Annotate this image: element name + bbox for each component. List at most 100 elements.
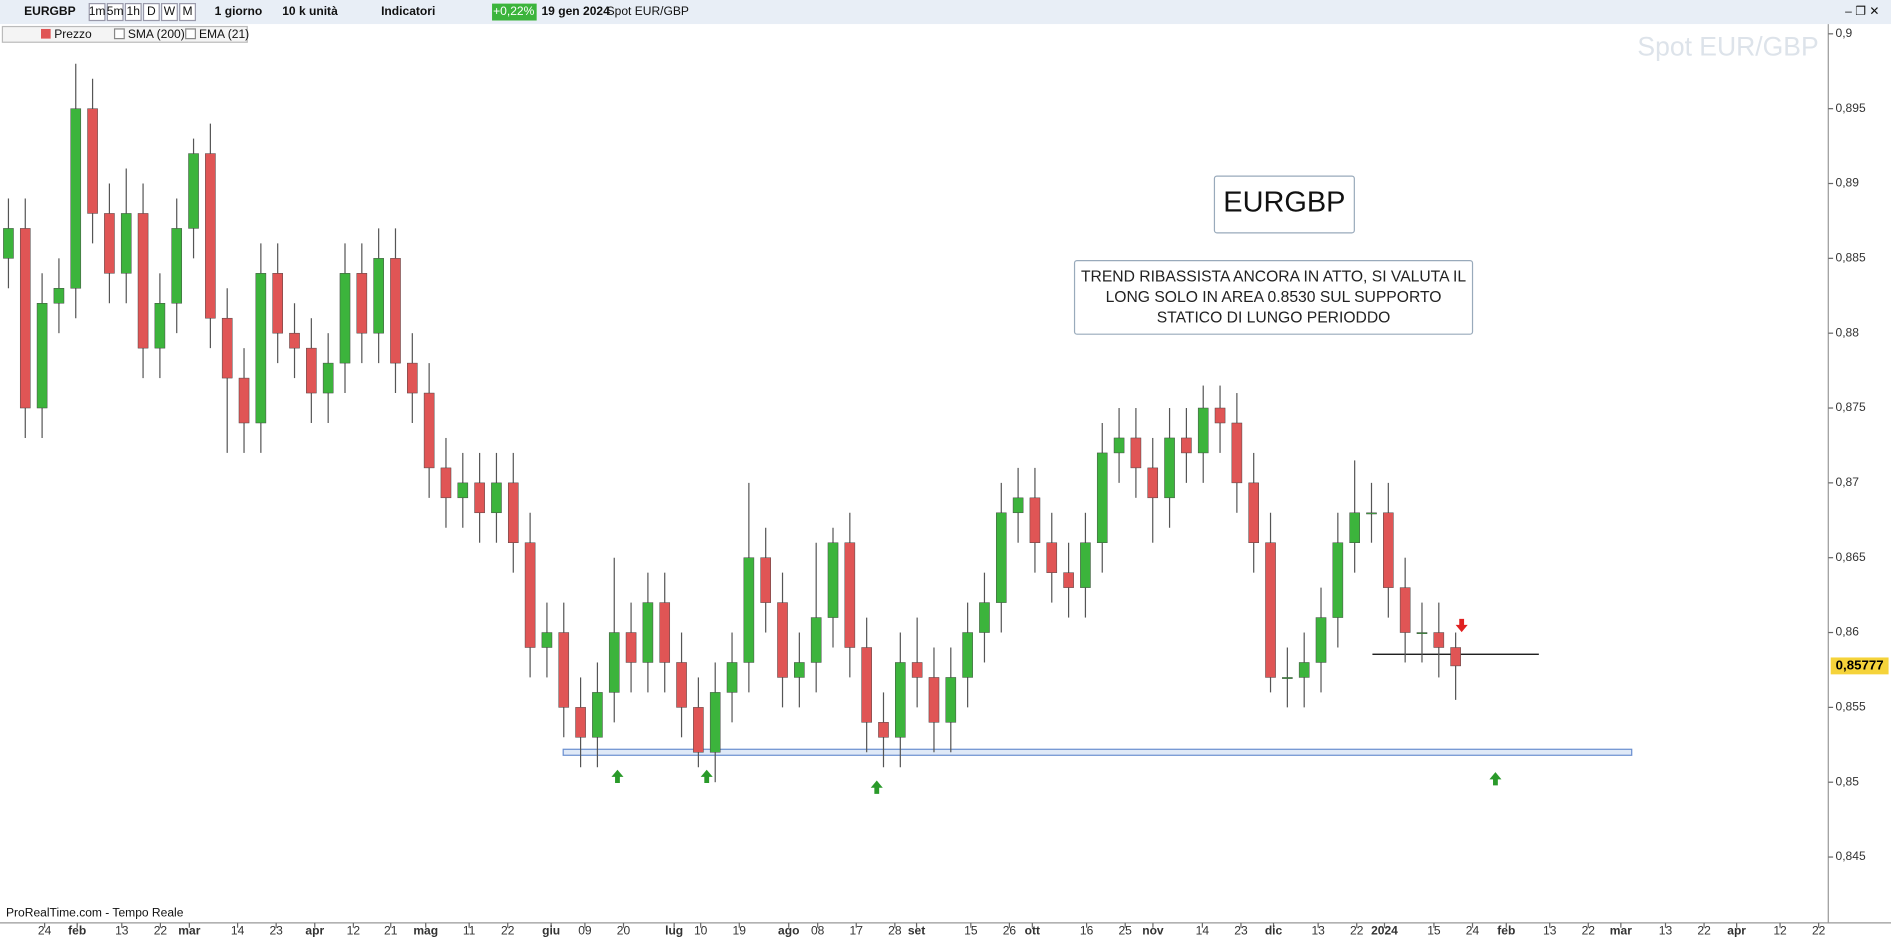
legend-sma[interactable]: SMA (200) [128,27,185,41]
x-tick-label: 22 [1812,924,1826,938]
candle-body [272,273,283,334]
chart-bg [0,24,1891,941]
checkbox[interactable] [185,28,196,40]
x-tick-label: dic [1265,924,1283,938]
candle-body [760,557,771,603]
candle-body [188,153,199,229]
x-tick-label: 12 [347,924,361,938]
period-label: 1h [127,4,140,18]
x-tick-label: 11 [463,924,476,938]
y-tick-label: 0,855 [1836,700,1866,714]
candle-body [608,632,620,693]
candle-body [794,662,805,678]
y-tick-label: 0,89 [1836,176,1860,190]
legend-price[interactable]: Prezzo [54,27,92,41]
x-tick-label: 13 [1543,924,1557,938]
candle-body [53,288,65,304]
checkbox[interactable] [113,28,125,40]
period-button [142,3,160,22]
candle-body [962,632,973,678]
y-tick-label: 0,885 [1836,251,1866,265]
candle-body [979,602,990,633]
candle-body [373,258,384,334]
timeframe[interactable]: 1 giorno [215,4,263,18]
candle-body [306,347,317,394]
candle-body [827,542,839,618]
x-tick-label: 23 [269,924,283,938]
candle-body [1130,437,1142,469]
y-tick-label: 0,895 [1836,101,1866,115]
candle-body [171,228,183,304]
x-tick-label: 28 [888,924,902,938]
candle-body [575,707,586,738]
candle-body [1113,437,1125,454]
candle-body [659,602,671,663]
candle-body [1399,587,1411,633]
candle-body [120,213,132,274]
x-tick-label: 22 [501,924,515,938]
candle-body [524,542,536,648]
candle-body [1298,662,1310,678]
indicators[interactable]: Indicatori [381,4,435,18]
candle-body [1197,407,1209,454]
candle-body [507,482,519,543]
candle-body [693,707,704,753]
candle-body [137,213,149,349]
candle-body [87,108,98,214]
candle-body [709,692,721,753]
candle-body [70,108,82,289]
x-tick-label: 15 [1427,924,1441,938]
period-label: D [147,4,156,18]
x-tick-label: 23 [1234,924,1248,938]
candle-body [1282,677,1293,679]
candle-body [440,467,452,499]
last-price-label: 0,85777 [1836,657,1884,672]
candle-body [474,482,485,514]
candle-body [1366,512,1377,515]
y-tick-label: 0,845 [1836,849,1866,863]
candle-body [1332,542,1344,618]
y-tick-label: 0,9 [1836,26,1853,40]
last-price-badge [1830,657,1889,675]
x-tick-label: 24 [38,924,52,938]
x-tick-label: 22 [1350,924,1364,938]
candle-body [625,632,637,663]
date: 19 gen 2024 [541,4,610,18]
up-arrow [611,769,624,783]
up-arrow [1489,772,1502,786]
change-badge [492,3,537,21]
candle-body [1433,632,1445,648]
candle-body [1214,407,1226,424]
window-controls[interactable]: – ❐ ✕ [1845,4,1879,18]
y-tick-label: 0,86 [1836,625,1860,639]
period-label: M [183,4,193,18]
candle-body [861,647,872,723]
units[interactable]: 10 k unità [282,4,338,18]
candle-body [322,362,334,394]
y-tick-label: 0,85 [1836,774,1860,788]
candle-body [104,213,115,274]
x-tick-label: feb [1497,924,1515,938]
x-tick-label: ago [778,924,799,938]
candle-body [1383,512,1394,588]
candle-body [1029,497,1041,543]
candle-body [1416,632,1428,634]
x-tick-label: 12 [1773,924,1787,938]
x-tick-label: set [908,924,925,938]
symbol[interactable]: EURGBP [24,4,76,18]
change: +0,22% [493,4,534,18]
period-label: W [164,4,176,18]
candle-body [1080,542,1091,588]
candle-body [1181,437,1192,454]
candle-body [457,482,469,499]
note-box [1073,259,1474,335]
x-tick-label: 13 [115,924,129,938]
plot: 0,845 0,85 0,855 0,86 0,865 0,87 0,875 0,88 0,88… [3,26,1889,938]
arrows [611,618,1502,794]
x-tick-label: ott [1025,924,1040,938]
period-button [179,3,196,22]
y-tick-label: 0,865 [1836,550,1866,564]
down-arrow [1455,618,1468,633]
candle-body [676,662,687,708]
legend-ema[interactable]: EMA (21) [199,27,249,41]
